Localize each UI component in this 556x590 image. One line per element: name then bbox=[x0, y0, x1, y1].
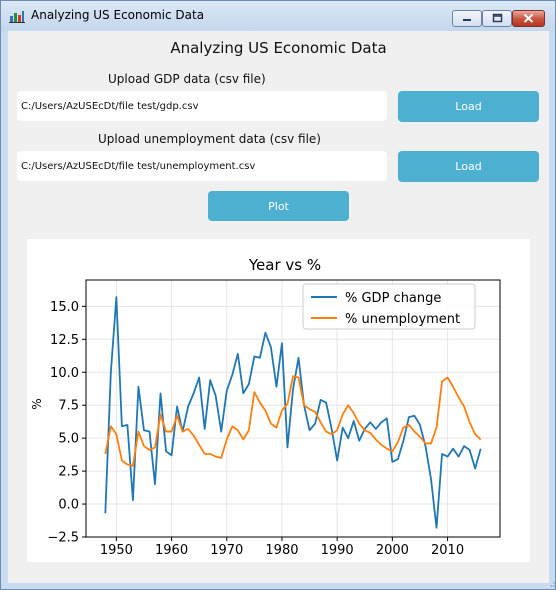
window-title: Analyzing US Economic Data bbox=[31, 8, 205, 22]
unemployment-path-input[interactable] bbox=[17, 151, 387, 181]
y-tick-label: 5.0 bbox=[58, 432, 79, 447]
plot-frame bbox=[85, 279, 501, 538]
unemployment-load-button[interactable]: Load bbox=[398, 151, 539, 182]
resize-grip-icon[interactable] bbox=[548, 581, 556, 590]
x-tick-label: 1970 bbox=[210, 543, 243, 558]
minimize-icon bbox=[463, 19, 471, 21]
gdp-path-input[interactable] bbox=[17, 91, 387, 121]
legend: % GDP change % unemployment bbox=[302, 283, 476, 330]
y-tick-label: 12.5 bbox=[50, 333, 79, 348]
close-button[interactable] bbox=[512, 10, 545, 27]
y-tick-label: 2.5 bbox=[58, 465, 79, 480]
y-tick-label: 10.0 bbox=[50, 366, 79, 381]
axes-frame bbox=[85, 279, 501, 538]
x-tick-label: 2010 bbox=[431, 543, 464, 558]
y-tick-label: 7.5 bbox=[58, 399, 79, 414]
legend-box bbox=[302, 283, 476, 330]
y-tick-label: 15.0 bbox=[50, 300, 79, 315]
x-tick-label: 1990 bbox=[321, 543, 354, 558]
minimize-button[interactable] bbox=[452, 10, 482, 27]
page-title: Analyzing US Economic Data bbox=[170, 39, 387, 57]
title-bar[interactable]: Analyzing US Economic Data bbox=[1, 1, 555, 31]
series-lines bbox=[104, 296, 482, 529]
gdp-upload-label: Upload GDP data (csv file) bbox=[108, 72, 266, 86]
unemployment-upload-label: Upload unemployment data (csv file) bbox=[98, 132, 321, 146]
maximize-button[interactable] bbox=[482, 10, 512, 27]
chart-title: Year vs % bbox=[248, 256, 321, 274]
y-tick-label: −2.5 bbox=[47, 531, 79, 546]
series-line-unemployment bbox=[104, 375, 482, 467]
x-tick-label: 1980 bbox=[265, 543, 298, 558]
legend-label: % GDP change bbox=[345, 291, 441, 306]
year-vs-percent-chart: Year vs % % 1950 1960 1970 1980 1990 2000 2010… bbox=[30, 256, 501, 558]
gdp-load-button[interactable]: Load bbox=[398, 91, 539, 122]
legend-label: % unemployment bbox=[345, 312, 460, 327]
chart-panel: Year vs % % 1950 1960 1970 1980 1990 2000 2010… bbox=[27, 239, 530, 562]
x-tick-label: 2000 bbox=[376, 543, 409, 558]
series-line-gdp-change bbox=[104, 296, 482, 529]
plot-button[interactable]: Plot bbox=[208, 191, 349, 221]
y-tick-label: 0.0 bbox=[58, 498, 79, 513]
close-icon bbox=[523, 13, 534, 23]
axis-ticks: 1950 1960 1970 1980 1990 2000 2010 −2.5 0.0 2.5 5.… bbox=[47, 300, 464, 558]
y-axis-label: % bbox=[30, 398, 44, 409]
app-icon bbox=[9, 11, 25, 23]
main-panel: Analyzing US Economic Data Upload GDP da… bbox=[8, 31, 549, 583]
maximize-icon bbox=[492, 13, 503, 23]
x-tick-label: 1960 bbox=[155, 543, 188, 558]
x-tick-label: 1950 bbox=[100, 543, 133, 558]
